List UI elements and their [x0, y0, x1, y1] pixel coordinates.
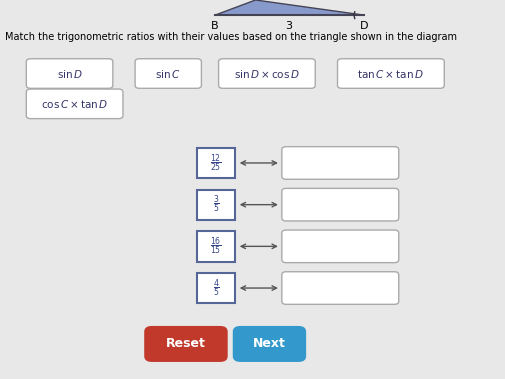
FancyBboxPatch shape [281, 230, 398, 263]
Text: B: B [211, 21, 219, 31]
FancyBboxPatch shape [26, 59, 113, 88]
FancyBboxPatch shape [197, 190, 235, 220]
Text: $\sin C$: $\sin C$ [155, 67, 181, 80]
Text: $\sin D$: $\sin D$ [57, 67, 82, 80]
Text: $\frac{3}{5}$: $\frac{3}{5}$ [213, 194, 219, 215]
Text: Reset: Reset [166, 337, 206, 351]
FancyBboxPatch shape [197, 273, 235, 303]
FancyBboxPatch shape [281, 188, 398, 221]
Text: Next: Next [252, 337, 285, 351]
FancyBboxPatch shape [281, 272, 398, 304]
FancyBboxPatch shape [281, 147, 398, 179]
FancyBboxPatch shape [135, 59, 201, 88]
FancyBboxPatch shape [337, 59, 443, 88]
FancyBboxPatch shape [218, 59, 315, 88]
FancyBboxPatch shape [197, 231, 235, 262]
Text: 3: 3 [284, 21, 291, 31]
Text: $\sin D \times \cos D$: $\sin D \times \cos D$ [233, 67, 299, 80]
FancyBboxPatch shape [197, 148, 235, 178]
FancyBboxPatch shape [232, 326, 306, 362]
FancyBboxPatch shape [26, 89, 123, 119]
FancyBboxPatch shape [144, 326, 227, 362]
Polygon shape [215, 0, 364, 15]
Text: Match the trigonometric ratios with their values based on the triangle shown in : Match the trigonometric ratios with thei… [5, 32, 456, 42]
Text: D: D [360, 21, 368, 31]
Text: $\tan C \times \tan D$: $\tan C \times \tan D$ [357, 67, 424, 80]
Text: $\frac{16}{15}$: $\frac{16}{15}$ [210, 236, 222, 257]
Text: $\frac{4}{5}$: $\frac{4}{5}$ [213, 277, 219, 299]
Text: $\frac{12}{25}$: $\frac{12}{25}$ [210, 152, 222, 174]
Text: $\cos C \times \tan D$: $\cos C \times \tan D$ [41, 98, 108, 110]
